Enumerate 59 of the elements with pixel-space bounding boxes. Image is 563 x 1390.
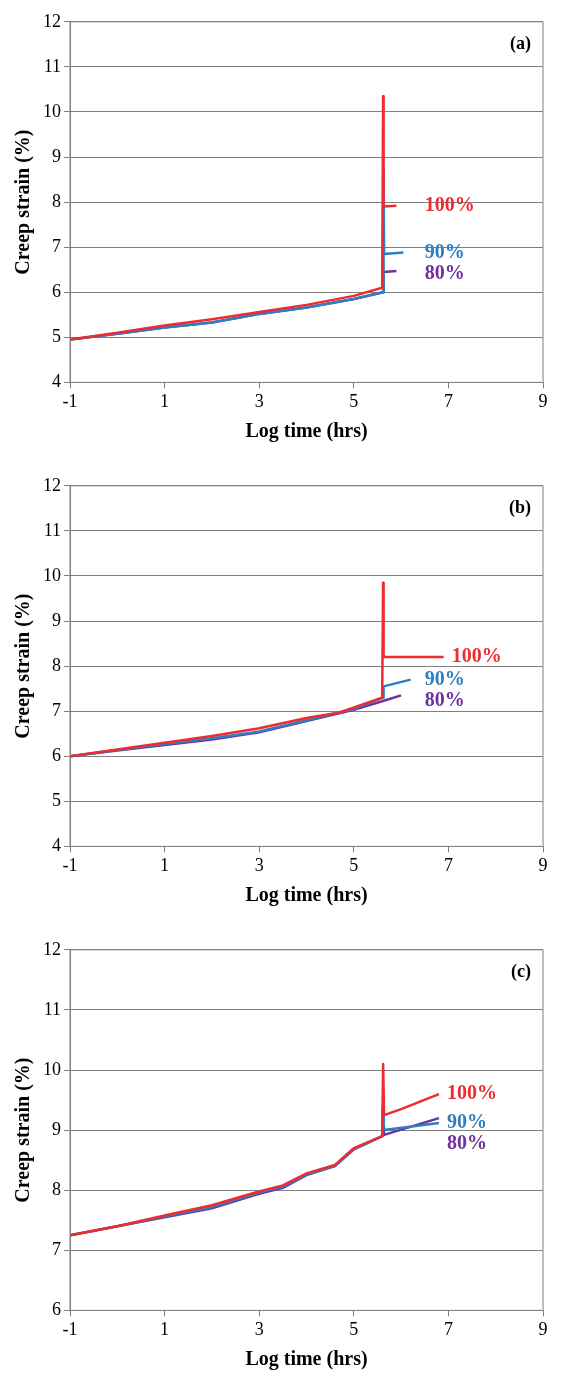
- series-label: 80%: [424, 687, 465, 710]
- x-tick-label: 1: [160, 854, 170, 875]
- x-tick-label: 5: [349, 1318, 359, 1339]
- annotation: (b): [509, 497, 531, 519]
- y-tick-label: 8: [52, 1178, 61, 1199]
- y-tick-label: 5: [52, 790, 61, 811]
- y-tick-label: 7: [52, 235, 61, 256]
- series-label: 100%: [446, 1081, 497, 1104]
- x-tick-label: 7: [443, 390, 453, 411]
- x-axis-title: Log time (hrs): [245, 883, 368, 907]
- series-label: 100%: [451, 644, 502, 667]
- annotation: (a): [510, 33, 531, 55]
- x-axis-title: Log time (hrs): [245, 1347, 368, 1371]
- x-tick-label: -1: [62, 1318, 78, 1339]
- x-axis-title: Log time (hrs): [245, 419, 368, 443]
- x-tick-label: 5: [349, 854, 359, 875]
- x-tick-label: 9: [538, 854, 548, 875]
- y-tick-label: 11: [43, 55, 61, 76]
- y-tick-label: 8: [52, 654, 61, 675]
- series-label: 80%: [446, 1131, 487, 1154]
- series-label: 90%: [446, 1110, 487, 1133]
- y-tick-label: 6: [52, 280, 61, 301]
- x-tick-label: 9: [538, 1318, 548, 1339]
- x-tick-label: 7: [443, 1318, 453, 1339]
- y-tick-label: 12: [43, 10, 61, 31]
- y-tick-label: 7: [52, 699, 61, 720]
- y-tick-label: 7: [52, 1239, 61, 1260]
- y-tick-label: 9: [52, 1118, 61, 1139]
- x-tick-label: 3: [254, 854, 264, 875]
- x-tick-label: 1: [160, 390, 170, 411]
- y-tick-label: 11: [43, 519, 61, 540]
- y-tick-label: 8: [52, 190, 61, 211]
- series-label: 90%: [424, 666, 465, 689]
- y-tick-label: 10: [43, 564, 61, 585]
- x-tick-label: -1: [62, 390, 78, 411]
- y-tick-label: 4: [52, 371, 61, 392]
- y-tick-label: 11: [43, 998, 61, 1019]
- y-axis-title: Creep strain (%): [11, 593, 35, 739]
- y-tick-label: 10: [43, 1058, 61, 1079]
- y-tick-label: 9: [52, 145, 61, 166]
- y-tick-label: 9: [52, 609, 61, 630]
- y-tick-label: 5: [52, 326, 61, 347]
- x-tick-label: 5: [349, 390, 359, 411]
- x-tick-label: -1: [62, 854, 78, 875]
- annotation: (c): [511, 961, 531, 983]
- x-tick-label: 7: [443, 854, 453, 875]
- y-axis-title: Creep strain (%): [11, 129, 35, 275]
- series-label: 80%: [424, 260, 465, 283]
- x-tick-label: 9: [538, 390, 548, 411]
- y-tick-label: 12: [43, 474, 61, 495]
- x-tick-label: 3: [254, 390, 264, 411]
- x-tick-label: 1: [160, 1318, 170, 1339]
- x-tick-label: 3: [254, 1318, 264, 1339]
- y-tick-label: 6: [52, 744, 61, 765]
- y-axis-title: Creep strain (%): [11, 1057, 35, 1203]
- y-tick-label: 10: [43, 100, 61, 121]
- y-tick-label: 6: [52, 1299, 61, 1320]
- y-tick-label: 12: [43, 938, 61, 959]
- y-tick-label: 4: [52, 835, 61, 856]
